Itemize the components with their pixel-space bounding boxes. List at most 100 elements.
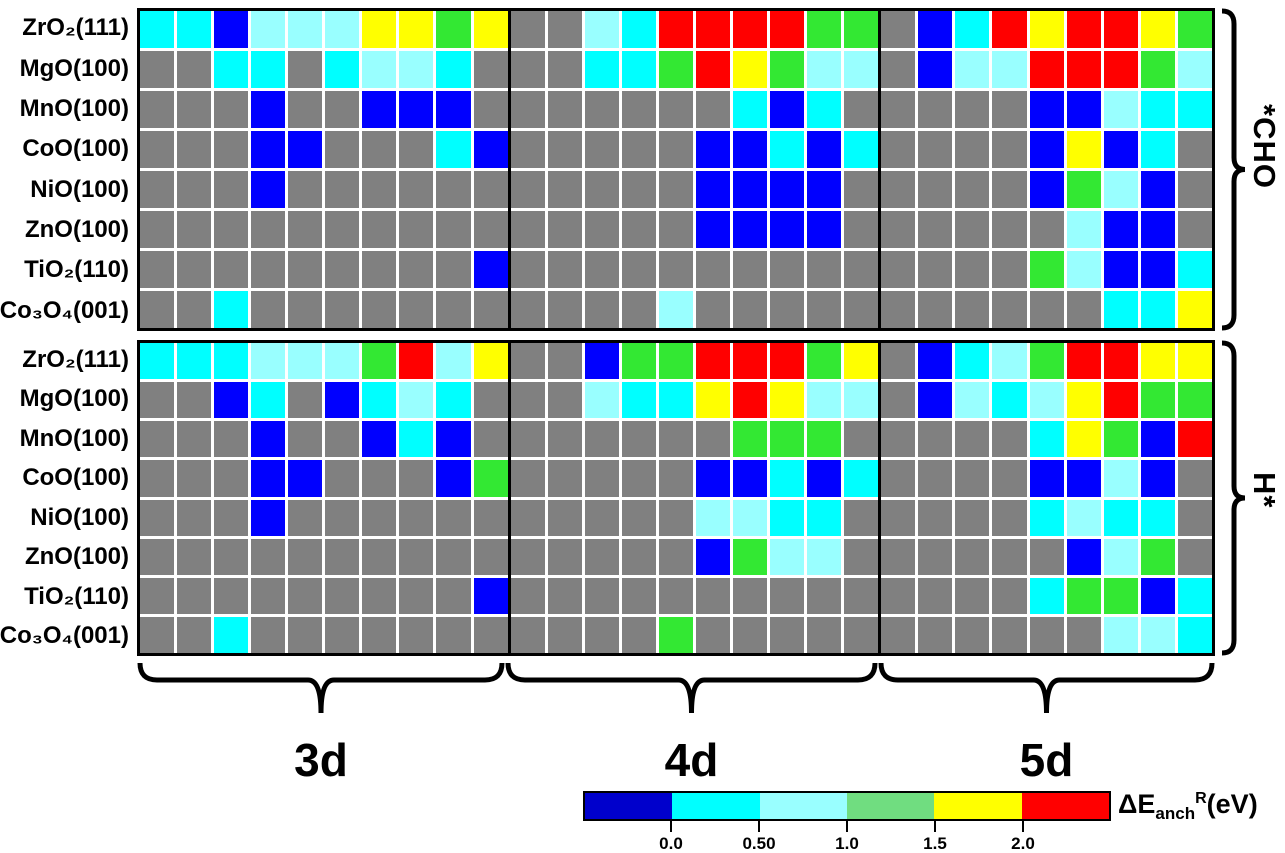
heatmap-cell — [1029, 251, 1064, 288]
heatmap-cell — [473, 91, 508, 128]
heatmap-cell — [584, 171, 619, 208]
heatmap-cell — [251, 499, 286, 536]
heatmap-cell — [177, 499, 212, 536]
heatmap-cell — [177, 538, 212, 575]
heatmap-cell — [584, 91, 619, 128]
heatmap-cell — [325, 131, 360, 168]
heatmap-cell — [1140, 343, 1175, 380]
heatmap-cell — [214, 51, 249, 88]
heatmap-cell — [325, 538, 360, 575]
heatmap-cell — [844, 421, 879, 458]
heatmap-cell — [1029, 11, 1064, 48]
heatmap-cell — [1140, 499, 1175, 536]
heatmap-cell — [510, 91, 545, 128]
heatmap-cell — [992, 11, 1027, 48]
heatmap-cell — [473, 499, 508, 536]
heatmap-cell — [1029, 131, 1064, 168]
heatmap-cell — [510, 499, 545, 536]
heatmap-cell — [770, 538, 805, 575]
heatmap-cell — [325, 343, 360, 380]
heatmap-cell — [732, 538, 767, 575]
heatmap-cell — [251, 171, 286, 208]
heatmap-cell — [140, 91, 175, 128]
heatmap-cell — [214, 499, 249, 536]
heatmap-cell — [399, 382, 434, 419]
heatmap-cell — [140, 251, 175, 288]
heatmap-cell — [547, 577, 582, 614]
heatmap-cell — [695, 577, 730, 614]
heatmap-cell — [918, 343, 953, 380]
row-label: Co₃O₄(001) — [0, 296, 129, 324]
colorbar-tick — [669, 821, 672, 832]
heatmap-cell — [177, 382, 212, 419]
heatmap-cell — [547, 251, 582, 288]
heatmap-cell — [881, 382, 916, 419]
heatmap-cell — [918, 171, 953, 208]
heatmap-cell — [1066, 171, 1101, 208]
heatmap-cell — [807, 91, 842, 128]
heatmap-cell — [807, 251, 842, 288]
heatmap-cell — [436, 343, 471, 380]
heatmap-cell — [770, 616, 805, 653]
heatmap-cell — [695, 11, 730, 48]
heatmap-cell — [1066, 382, 1101, 419]
heatmap-cell — [1066, 291, 1101, 328]
heatmap-cell — [288, 538, 323, 575]
heatmap-cell — [288, 51, 323, 88]
row-label: NiO(100) — [30, 175, 129, 203]
heatmap-cell — [362, 343, 397, 380]
heatmap-cell — [1177, 421, 1213, 458]
heatmap-cell — [732, 131, 767, 168]
heatmap-cell — [362, 616, 397, 653]
heatmap-cell — [436, 211, 471, 248]
heatmap-cell — [584, 291, 619, 328]
heatmap-cell — [251, 211, 286, 248]
heatmap-cell — [955, 577, 990, 614]
heatmap-cell — [399, 11, 434, 48]
heatmap-cell — [510, 251, 545, 288]
heatmap-cell — [1066, 499, 1101, 536]
heatmap-cell — [658, 91, 693, 128]
heatmap-cell — [621, 460, 656, 497]
heatmap-cell — [1140, 91, 1175, 128]
heatmap-cell — [881, 211, 916, 248]
heatmap-cell — [918, 131, 953, 168]
heatmap-cell — [918, 499, 953, 536]
heatmap-cell — [1103, 538, 1138, 575]
row-label: MgO(100) — [19, 54, 129, 82]
heatmap-cell — [807, 382, 842, 419]
heatmap-cell — [325, 211, 360, 248]
heatmap-cell — [510, 171, 545, 208]
heatmap-cell — [362, 538, 397, 575]
heatmap-cell — [140, 291, 175, 328]
heatmap-cell — [584, 382, 619, 419]
heatmap-cell — [621, 499, 656, 536]
heatmap-cell — [1103, 291, 1138, 328]
heatmap-cell — [473, 577, 508, 614]
row-label: Co₃O₄(001) — [0, 622, 129, 650]
heatmap-cell — [881, 131, 916, 168]
heatmap-cell — [214, 291, 249, 328]
heatmap-cell — [547, 171, 582, 208]
heatmap-cell — [399, 538, 434, 575]
row-label: ZnO(100) — [24, 543, 129, 571]
heatmap-cell — [732, 499, 767, 536]
row-label: CoO(100) — [22, 464, 129, 492]
heatmap-cell — [214, 211, 249, 248]
heatmap-cell — [695, 171, 730, 208]
heatmap-cell — [1066, 11, 1101, 48]
heatmap-cell — [177, 251, 212, 288]
heatmap-cell — [399, 291, 434, 328]
row-label: TiO₂(110) — [24, 582, 129, 610]
row-label: MgO(100) — [19, 385, 129, 413]
heatmap-cell — [955, 460, 990, 497]
heatmap-cell — [1066, 131, 1101, 168]
colorbar-segment — [759, 793, 847, 819]
heatmap-cell — [844, 291, 879, 328]
heatmap-cell — [955, 11, 990, 48]
heatmap-cell — [1140, 11, 1175, 48]
heatmap-cell — [547, 382, 582, 419]
heatmap-cell — [1066, 91, 1101, 128]
group-label-4d: 4d — [664, 734, 719, 786]
